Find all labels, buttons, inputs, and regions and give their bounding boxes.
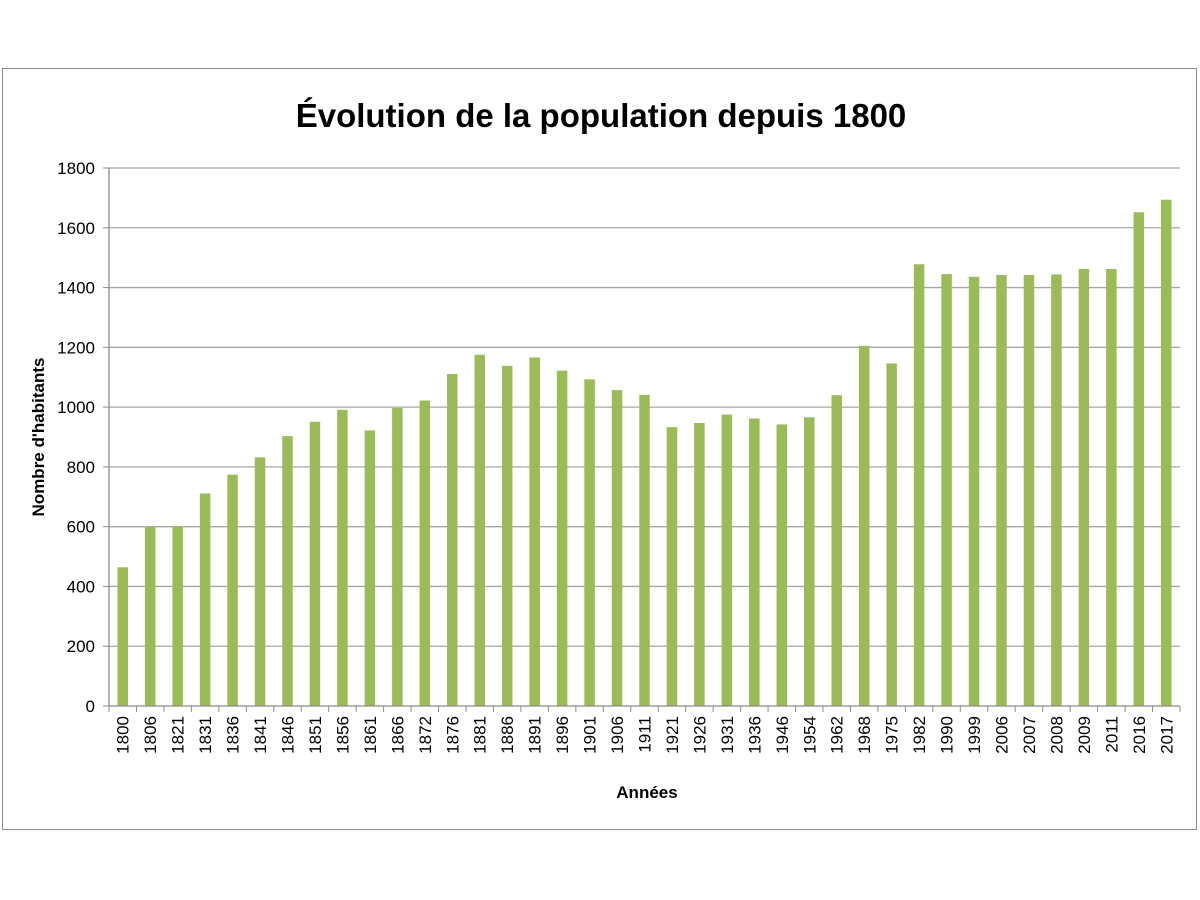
x-tick-label: 1886 [498, 716, 517, 754]
bar-2007 [1023, 275, 1035, 706]
bar-1982 [913, 264, 925, 706]
bar-1975 [886, 363, 897, 706]
x-tick-label: 1968 [855, 716, 874, 754]
x-axis-label: Années [616, 783, 677, 802]
x-tick-label: 1876 [443, 716, 462, 754]
bar-1891 [529, 357, 540, 706]
x-tick-label: 2007 [1020, 716, 1039, 754]
x-tick-label: 1982 [910, 716, 929, 754]
bar-2016 [1133, 212, 1145, 707]
x-tick-label: 1872 [416, 716, 435, 754]
bar-1856 [337, 409, 348, 706]
bar-1921 [666, 427, 678, 706]
x-tick-label: 2006 [993, 716, 1012, 754]
x-tick-label: 1831 [196, 716, 215, 754]
bar-1962 [831, 395, 842, 706]
bar-1861 [364, 430, 376, 706]
x-axis-ticks: 1800 1806 1821 1831 1836 1841 1846 1851 1856 1861… [108, 706, 1181, 754]
x-tick-label: 1911 [636, 716, 655, 753]
bar-1896 [556, 370, 568, 706]
bar-1876 [447, 373, 458, 706]
bar-2008 [1051, 274, 1062, 706]
bar-1831 [199, 493, 211, 706]
x-tick-label: 1896 [553, 716, 572, 754]
bar-1901 [584, 379, 595, 706]
bar-1990 [941, 274, 952, 706]
y-tick-label: 600 [67, 518, 95, 537]
y-tick-label: 800 [67, 458, 95, 477]
x-tick-label: 1921 [663, 716, 682, 754]
x-tick-label: 1806 [141, 716, 160, 754]
x-tick-label: 1926 [690, 716, 709, 754]
bar-1841 [254, 457, 266, 706]
y-tick-label: 1400 [57, 279, 95, 298]
x-tick-label: 2016 [1130, 716, 1149, 754]
x-tick-label: 1975 [883, 716, 902, 754]
x-tick-label: 1836 [224, 716, 243, 754]
bar-1866 [392, 408, 403, 706]
x-tick-label: 1946 [773, 716, 792, 754]
y-axis-label: Nombre d'habitants [29, 358, 48, 517]
bar-1846 [282, 436, 293, 706]
y-tick-label: 400 [67, 577, 95, 596]
y-axis-ticks: 0 200 400 600 800 1000 1200 1400 1600 1800 [57, 159, 109, 716]
bar-1926 [694, 422, 705, 706]
x-tick-label: 1881 [471, 716, 490, 754]
x-tick-label: 1841 [251, 716, 270, 754]
bar-1806 [144, 526, 156, 706]
x-tick-label: 1821 [169, 716, 188, 754]
bar-chart: Évolution de la population depuis 1800 0… [29, 97, 1181, 802]
x-tick-label: 1954 [800, 716, 819, 754]
bar-1836 [227, 474, 238, 706]
x-tick-label: 1936 [745, 716, 764, 754]
chart-frame: Évolution de la population depuis 1800 0… [2, 68, 1197, 830]
bar-1911 [639, 394, 650, 706]
bar-1800 [117, 567, 128, 706]
bar-1968 [858, 345, 870, 706]
y-tick-label: 1200 [57, 338, 95, 357]
bar-1886 [501, 365, 513, 706]
bar-1999 [968, 276, 980, 706]
bar-1931 [721, 414, 733, 706]
x-tick-label: 1866 [388, 716, 407, 754]
x-tick-label: 2011 [1102, 716, 1121, 753]
x-tick-label: 2017 [1157, 716, 1176, 754]
bar-2009 [1078, 269, 1090, 706]
bar-1936 [749, 418, 760, 706]
bar-1954 [804, 417, 815, 706]
bar-1946 [776, 424, 788, 706]
x-tick-label: 1861 [361, 716, 380, 754]
bar-1881 [474, 354, 485, 706]
x-tick-label: 1856 [333, 716, 352, 754]
x-tick-label: 1901 [581, 716, 600, 754]
bar-2011 [1106, 269, 1117, 706]
y-tick-label: 1000 [57, 398, 95, 417]
y-tick-label: 1600 [57, 219, 95, 238]
bar-1906 [611, 390, 623, 706]
y-tick-label: 0 [86, 697, 95, 716]
bar-2006 [996, 275, 1007, 706]
x-tick-label: 1931 [718, 716, 737, 754]
x-tick-label: 1906 [608, 716, 627, 754]
bar-1851 [309, 421, 321, 706]
x-tick-label: 2009 [1075, 716, 1094, 754]
x-tick-label: 2008 [1047, 716, 1066, 754]
y-tick-label: 1800 [57, 159, 95, 178]
x-tick-label: 1962 [828, 716, 847, 754]
x-tick-label: 1891 [526, 716, 545, 754]
x-tick-label: 1846 [279, 716, 298, 754]
x-tick-label: 1851 [306, 716, 325, 754]
chart-title: Évolution de la population depuis 1800 [296, 97, 907, 134]
bar-2017 [1161, 199, 1172, 706]
x-tick-label: 1999 [965, 716, 984, 754]
x-tick-label: 1990 [938, 716, 957, 754]
bar-1821 [172, 526, 183, 706]
y-tick-label: 200 [67, 637, 95, 656]
bar-1872 [419, 400, 431, 706]
x-tick-label: 1800 [114, 716, 133, 754]
bars [117, 199, 1172, 707]
